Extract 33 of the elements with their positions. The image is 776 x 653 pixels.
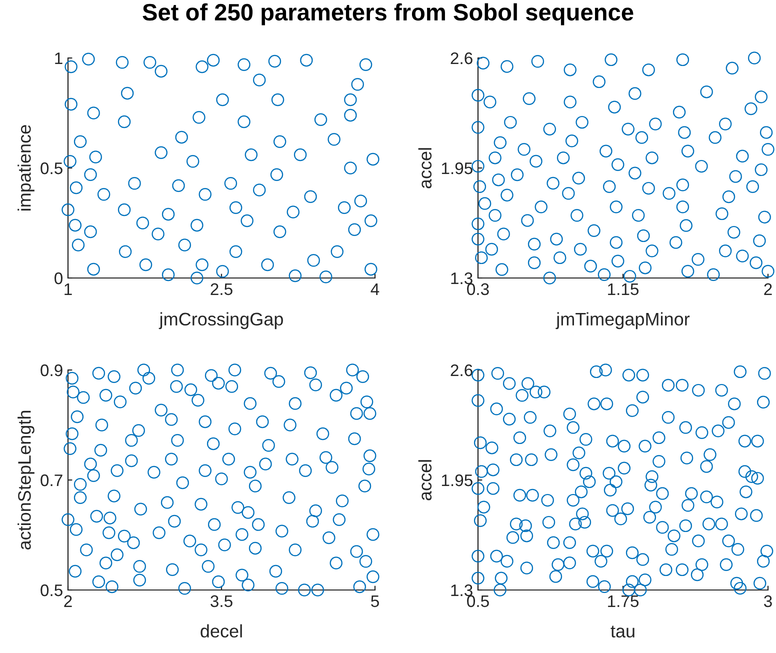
y-axis-title: accel [418, 148, 432, 188]
y-tick-label: 0.5 [40, 162, 62, 174]
x-axis-title: jmTimegapMinor [556, 312, 690, 330]
x-axis-title: jmCrossingGap [158, 312, 283, 330]
y-tick-label: 2.6 [450, 364, 472, 376]
x-tick-label: 5 [371, 595, 379, 608]
x-tick-label: 4 [370, 283, 380, 295]
y-tick-label: 0.5 [40, 584, 62, 596]
x-tick-label: 3.5 [210, 595, 232, 608]
y-tick-label: 1.3 [451, 584, 472, 596]
y-tick-label: 1.95 [442, 162, 472, 174]
x-axis-title: tau [610, 626, 634, 638]
x-tick-label: 1.75 [608, 595, 639, 608]
y-tick-label: 1 [55, 52, 62, 64]
x-tick-label: 2 [64, 595, 72, 607]
x-tick-label: 1 [64, 283, 72, 295]
y-axis-title: actionStepLength [18, 410, 34, 550]
y-axis-title: impatience [18, 125, 34, 210]
x-axis-title: decel [200, 624, 242, 638]
y-axis-title: accel [418, 460, 432, 500]
y-tick-label: 1.95 [442, 474, 472, 486]
x-tick-label: 0.5 [467, 595, 489, 608]
x-tick-label: 1.15 [608, 283, 639, 296]
x-tick-label: 3 [764, 595, 772, 608]
y-tick-label: 1.3 [451, 272, 472, 284]
y-tick-label: 0.9 [40, 364, 62, 376]
chart-title: Set of 250 parameters from Sobol sequence [142, 3, 634, 26]
y-tick-label: 0 [54, 272, 62, 284]
x-tick-label: 2 [764, 283, 772, 295]
y-tick-label: 2.6 [450, 52, 472, 64]
x-tick-label: 0.3 [467, 283, 489, 296]
x-tick-label: 2.5 [210, 283, 232, 296]
y-tick-label: 0.7 [40, 474, 62, 486]
